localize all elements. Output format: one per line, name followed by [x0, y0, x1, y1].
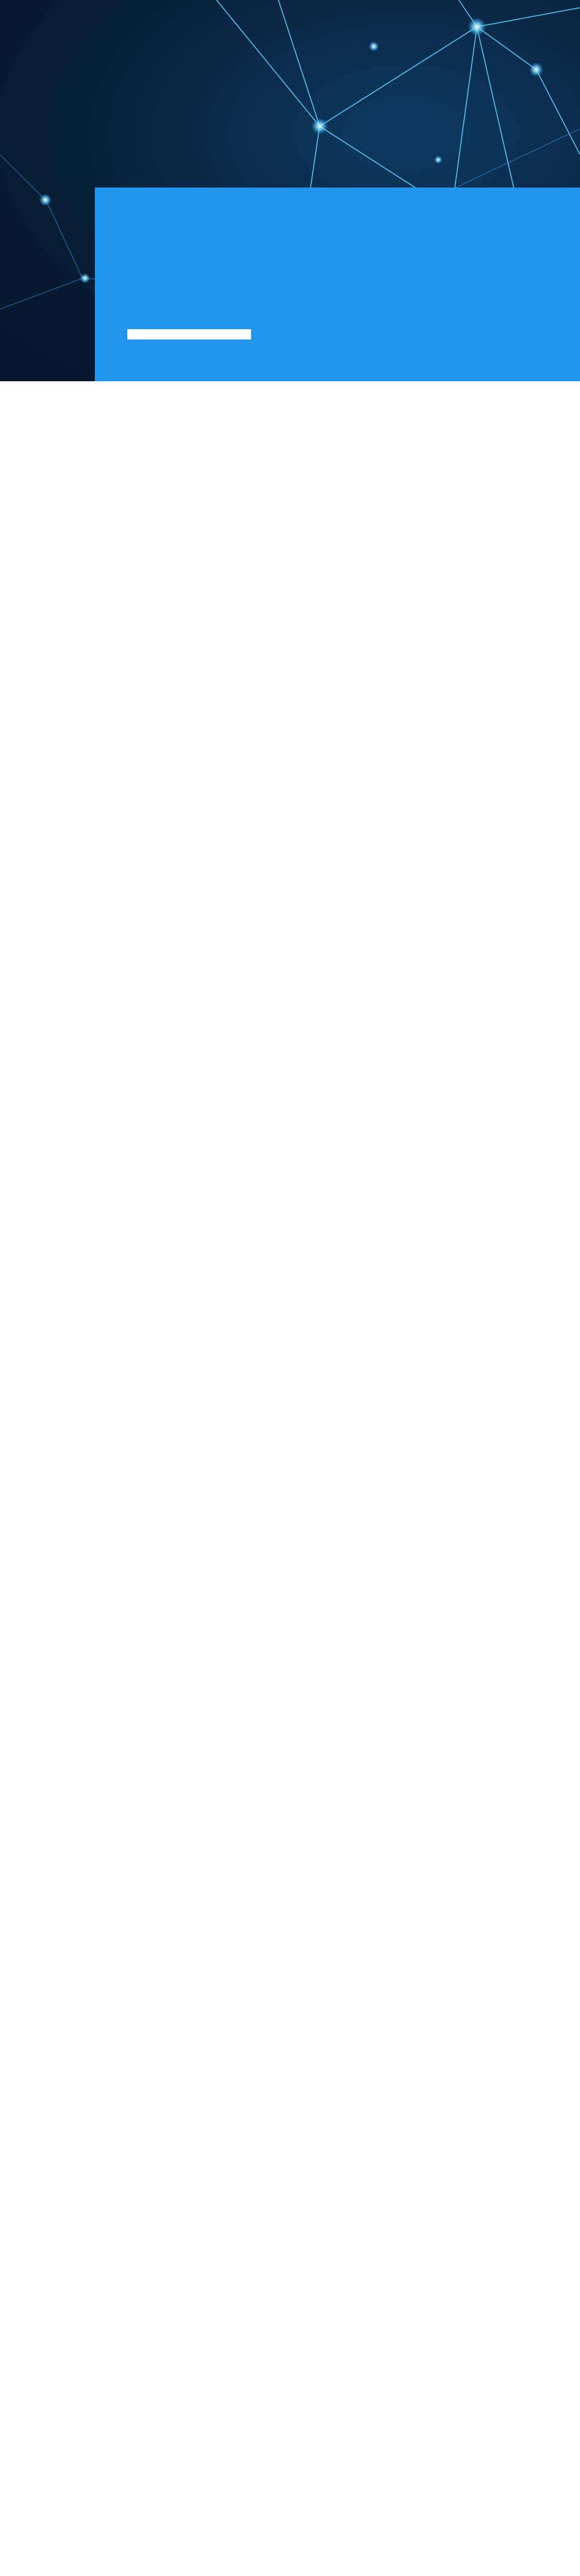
hero-divider [127, 329, 251, 340]
hero-title-box [95, 188, 580, 381]
hero-banner [0, 0, 580, 381]
